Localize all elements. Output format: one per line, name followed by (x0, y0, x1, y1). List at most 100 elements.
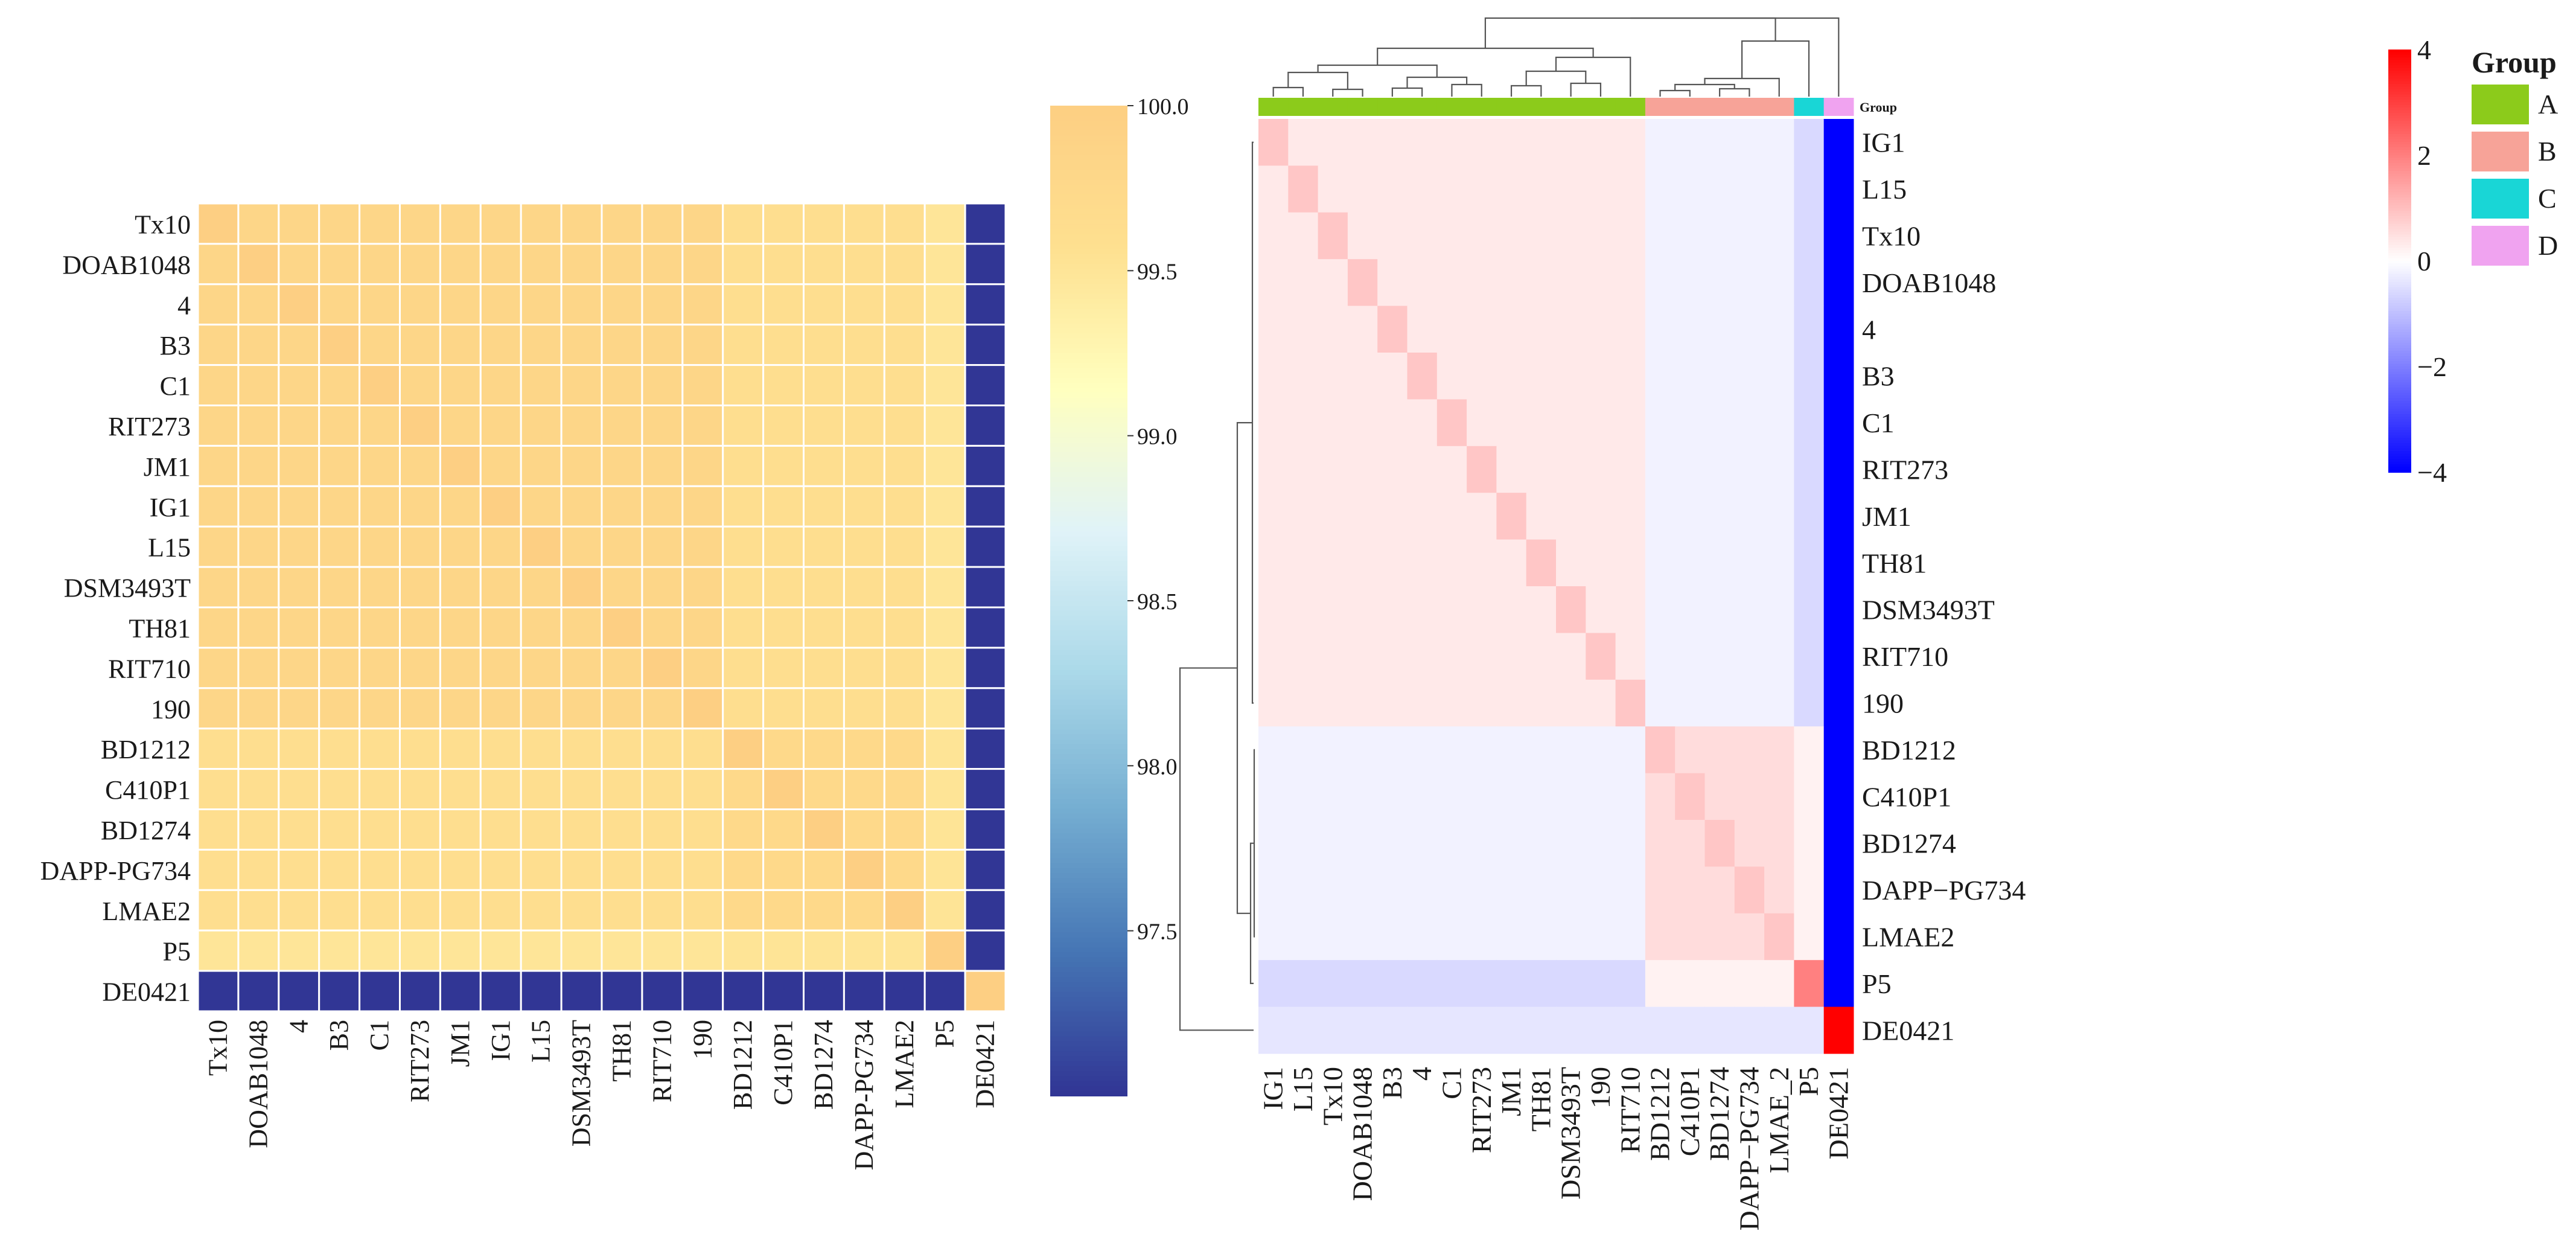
heatmap-cell (1734, 446, 1765, 493)
heatmap-cell (722, 243, 765, 286)
heatmap-cell (479, 324, 522, 366)
colorbar-step (2388, 369, 2411, 373)
colorbar-step (2388, 173, 2411, 177)
heatmap-cell (1318, 353, 1348, 400)
colorbar-step (1050, 388, 1127, 394)
colorbar-step (2388, 62, 2411, 66)
row-label: 4 (177, 290, 191, 320)
heatmap-cell (1556, 259, 1586, 307)
heatmap-cell (439, 889, 482, 932)
heatmap-cell (1615, 259, 1646, 307)
colorbar-step (1050, 655, 1127, 661)
heatmap-cell (278, 525, 320, 568)
colorbar-step (1050, 477, 1127, 483)
colorbar-step (1050, 165, 1127, 171)
heatmap-cell (1704, 866, 1735, 914)
heatmap-cell (1794, 1006, 1825, 1054)
heatmap-cell (883, 606, 926, 649)
row-label: BD1274 (101, 816, 191, 845)
heatmap-cell (923, 444, 966, 487)
colorbar-step (2388, 456, 2411, 460)
heatmap-cell (1526, 539, 1557, 587)
colorbar-step (2388, 345, 2411, 349)
heatmap-cell (359, 485, 401, 528)
group-annotation-cell (1615, 98, 1646, 116)
colorbar-step (1050, 298, 1127, 304)
heatmap-cell (1615, 165, 1646, 213)
column-label: BD1212 (1645, 1067, 1675, 1161)
heatmap-cell (1734, 820, 1765, 867)
colorbar-step (1050, 289, 1127, 295)
colorbar-step (1050, 343, 1127, 349)
heatmap-cell (237, 324, 280, 366)
colorbar-step (2388, 392, 2411, 397)
heatmap-cell (520, 243, 563, 286)
heatmap-cell (883, 768, 926, 810)
heatmap-cell (359, 606, 401, 649)
colorbar-step (1050, 234, 1127, 240)
heatmap-cell (197, 606, 240, 649)
heatmap-cell (1586, 353, 1616, 400)
heatmap-cell (1258, 586, 1289, 633)
heatmap-cell (197, 848, 240, 891)
colorbar-step (1050, 106, 1127, 112)
heatmap-cell (560, 364, 603, 406)
colorbar-step (1050, 650, 1127, 656)
colorbar-step (1050, 595, 1127, 601)
heatmap-cell (1556, 353, 1586, 400)
heatmap-cell (520, 283, 563, 326)
colorbar-step (2388, 104, 2411, 109)
heatmap-cell (197, 283, 240, 326)
heatmap-cell (1734, 913, 1765, 961)
dendrogram-branch (1510, 85, 1542, 97)
heatmap-cell (681, 202, 724, 245)
colorbar-step (2388, 435, 2411, 439)
heatmap-cell (1496, 586, 1527, 633)
colorbar-step (1050, 348, 1127, 354)
heatmap-cell (1347, 820, 1378, 867)
heatmap-cell (439, 728, 482, 770)
heatmap-cell (1288, 960, 1319, 1008)
colorbar-step (2388, 86, 2411, 90)
heatmap-cell (923, 929, 966, 972)
heatmap-cell (1467, 259, 1497, 307)
heatmap-cell (1496, 773, 1527, 820)
heatmap-cell (1704, 399, 1735, 447)
heatmap-cell (722, 405, 765, 447)
colorbar-step (2388, 350, 2411, 354)
group-annotation-cell (1258, 98, 1289, 116)
heatmap-cell (278, 647, 320, 689)
heatmap-cell (1347, 119, 1378, 166)
heatmap-cell (1288, 866, 1319, 914)
heatmap-cell (1436, 866, 1467, 914)
colorbar-step (2388, 179, 2411, 182)
heatmap-cell (1794, 913, 1825, 961)
heatmap-cell (1526, 913, 1557, 961)
colorbar-step (1050, 1086, 1127, 1092)
colorbar-step (2388, 121, 2411, 124)
heatmap-cell (278, 566, 320, 609)
heatmap-cell (359, 929, 401, 972)
colorbar-step (2388, 208, 2411, 211)
colorbar-step (1050, 452, 1127, 458)
column-label: 4 (1406, 1067, 1437, 1081)
colorbar-step (2388, 245, 2411, 249)
heatmap-cell (318, 606, 361, 649)
heatmap-cell (278, 929, 320, 972)
heatmap-cell (1734, 259, 1765, 307)
colorbar-step (2388, 240, 2411, 243)
colorbar-step (1050, 878, 1127, 884)
heatmap-cell (1645, 165, 1675, 213)
heatmap-cell (1734, 726, 1765, 774)
heatmap-cell (1615, 773, 1646, 820)
heatmap-cell (278, 687, 320, 730)
colorbar-step (1050, 566, 1127, 572)
heatmap-cell (1288, 679, 1319, 727)
heatmap-cell (1764, 305, 1794, 353)
colorbar-step (2388, 469, 2411, 473)
heatmap-cell (439, 525, 482, 568)
heatmap-cell (1467, 773, 1497, 820)
heatmap-cell (1586, 773, 1616, 820)
heatmap-cell (560, 929, 603, 972)
heatmap-cell (278, 324, 320, 366)
